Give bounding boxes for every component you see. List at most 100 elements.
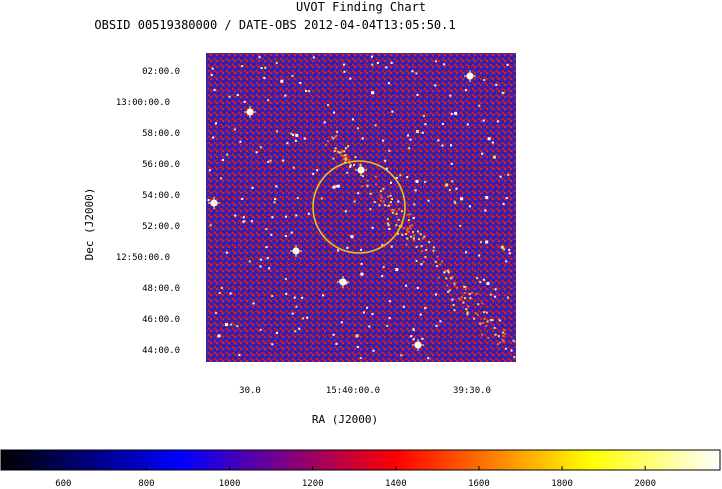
- star: [388, 300, 391, 303]
- star: [400, 354, 403, 357]
- streak-pixel: [407, 227, 410, 230]
- star: [369, 208, 372, 211]
- star: [295, 305, 298, 308]
- y-tick-label: 46:00.0: [142, 315, 180, 325]
- star: [495, 83, 498, 86]
- star: [448, 189, 451, 192]
- star: [482, 119, 485, 122]
- streak-pixel: [496, 343, 499, 346]
- star: [503, 248, 506, 251]
- star: [207, 199, 210, 202]
- image-panel: [206, 53, 516, 362]
- star: [270, 233, 273, 236]
- star: [292, 133, 295, 136]
- star: [335, 185, 338, 188]
- star: [332, 111, 335, 114]
- star-field: [207, 55, 513, 360]
- star: [489, 293, 492, 296]
- streak-pixel: [481, 321, 484, 324]
- streak-pixel: [335, 134, 338, 137]
- star: [357, 127, 360, 130]
- streak-pixel: [412, 234, 415, 237]
- star: [210, 74, 213, 77]
- star: [290, 132, 293, 135]
- streak-pixel: [470, 291, 473, 294]
- streak-pixel: [358, 163, 361, 166]
- colorbar-tick-label: 800: [138, 479, 154, 489]
- streak-pixel: [447, 290, 450, 293]
- streak-pixel: [480, 333, 483, 336]
- streak-pixel: [391, 197, 394, 200]
- star: [260, 258, 263, 261]
- star: [407, 134, 410, 137]
- streak-pixel: [405, 228, 408, 231]
- streak-pixel: [346, 157, 349, 160]
- streak-pixel: [365, 185, 368, 188]
- star: [352, 118, 355, 121]
- streak-pixel: [332, 137, 335, 140]
- star: [390, 61, 393, 64]
- star: [484, 209, 487, 212]
- streak-pixel: [435, 265, 438, 268]
- star: [494, 295, 497, 298]
- star: [243, 220, 246, 223]
- star: [388, 227, 391, 230]
- star: [376, 61, 379, 64]
- star: [441, 144, 444, 147]
- streak-pixel: [337, 151, 340, 154]
- streak-pixel: [398, 225, 401, 228]
- star: [386, 324, 389, 327]
- streak-pixel: [405, 233, 408, 236]
- streak-pixel: [409, 225, 412, 228]
- star: [212, 136, 215, 139]
- streak-pixel: [472, 317, 475, 320]
- star: [332, 185, 336, 189]
- star: [360, 272, 364, 276]
- star: [422, 114, 425, 117]
- colorbar-ticks: 600 800 1000 1200 1400 1600 1800 2000: [55, 466, 656, 489]
- star: [268, 267, 271, 270]
- x-axis-label: RA (J2000): [312, 413, 378, 426]
- streak-pixel: [498, 341, 501, 344]
- streak-pixel: [405, 243, 408, 246]
- streak-pixel: [449, 277, 452, 280]
- streak-pixel: [468, 293, 471, 296]
- star: [507, 173, 510, 176]
- star: [370, 55, 373, 58]
- star: [419, 313, 422, 316]
- star: [265, 228, 268, 231]
- star: [494, 288, 497, 291]
- star: [221, 159, 224, 162]
- streak-pixel: [361, 185, 364, 188]
- colorbar-tick-label: 1800: [551, 479, 573, 489]
- star: [466, 123, 469, 126]
- star: [360, 248, 363, 251]
- star: [271, 294, 274, 297]
- star: [284, 278, 287, 281]
- star: [449, 94, 452, 97]
- star: [209, 224, 212, 227]
- star: [397, 200, 400, 203]
- star: [434, 60, 437, 63]
- streak-pixel: [416, 230, 419, 233]
- star: [391, 110, 394, 113]
- star: [478, 254, 481, 257]
- star: [295, 133, 299, 137]
- star: [259, 146, 262, 149]
- streak-pixel: [412, 231, 415, 234]
- star: [390, 245, 393, 248]
- star: [243, 100, 246, 103]
- star: [483, 79, 486, 82]
- star: [368, 325, 371, 328]
- star: [464, 251, 467, 254]
- chart-subtitle: OBSID 00519380000 / DATE-OBS 2012-04-04T…: [94, 18, 456, 32]
- streak-pixel: [383, 204, 386, 207]
- star: [464, 89, 467, 92]
- streak-pixel: [493, 326, 496, 329]
- streak-pixel: [485, 311, 488, 314]
- star: [385, 167, 388, 170]
- streak-pixel: [439, 263, 442, 266]
- streak-pixel: [463, 285, 466, 288]
- streak-pixel: [330, 136, 333, 139]
- star: [292, 166, 295, 169]
